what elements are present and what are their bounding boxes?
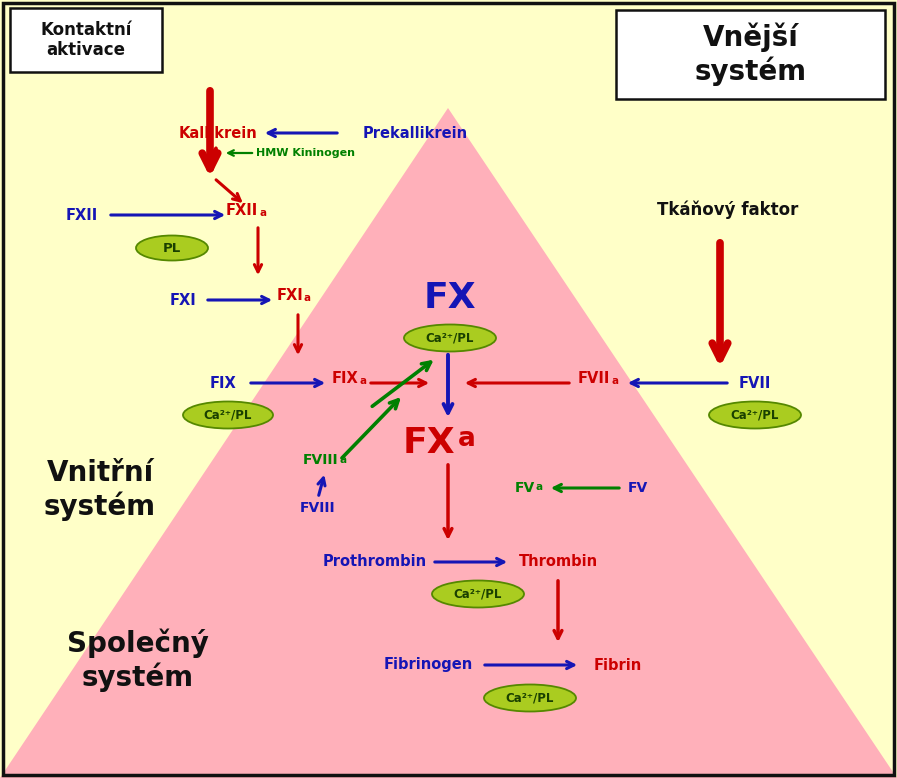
Text: FVIII: FVIII	[302, 453, 338, 467]
Text: a: a	[611, 376, 618, 386]
Text: Thrombin: Thrombin	[518, 555, 597, 569]
Text: a: a	[259, 208, 266, 218]
Text: Ca²⁺/PL: Ca²⁺/PL	[426, 331, 475, 345]
Text: Ca²⁺/PL: Ca²⁺/PL	[204, 408, 252, 422]
Text: Ca²⁺/PL: Ca²⁺/PL	[506, 692, 554, 705]
Text: FXI: FXI	[170, 293, 196, 307]
Text: Fibrin: Fibrin	[594, 657, 642, 672]
Text: FX: FX	[423, 281, 476, 315]
Text: FV: FV	[515, 481, 535, 495]
Text: FXI: FXI	[276, 288, 303, 303]
Text: Prothrombin: Prothrombin	[323, 555, 427, 569]
Text: a: a	[536, 482, 543, 492]
Text: Kontaktní
aktivace: Kontaktní aktivace	[40, 20, 132, 59]
Text: Společný
systém: Společný systém	[67, 628, 209, 692]
Text: Fibrinogen: Fibrinogen	[383, 657, 473, 672]
Text: HMW Kininogen: HMW Kininogen	[256, 148, 354, 158]
Text: Vnější
systém: Vnější systém	[694, 23, 806, 86]
FancyBboxPatch shape	[616, 10, 885, 99]
Ellipse shape	[709, 401, 801, 429]
Text: FIX: FIX	[331, 370, 358, 386]
Text: FVII: FVII	[739, 376, 771, 391]
Ellipse shape	[484, 685, 576, 712]
Text: Vnitřní
systém: Vnitřní systém	[44, 459, 156, 521]
Text: Tkáňový faktor: Tkáňový faktor	[658, 201, 798, 219]
Text: Ca²⁺/PL: Ca²⁺/PL	[731, 408, 779, 422]
Text: Prekallikrein: Prekallikrein	[362, 125, 467, 141]
Text: a: a	[359, 376, 366, 386]
Text: a: a	[304, 293, 311, 303]
Text: FVII: FVII	[578, 370, 610, 386]
Text: FIX: FIX	[210, 376, 237, 391]
Text: FV: FV	[628, 481, 649, 495]
FancyBboxPatch shape	[10, 8, 162, 72]
Text: a: a	[339, 455, 346, 465]
Text: FXII: FXII	[226, 202, 258, 218]
Text: FVIII: FVIII	[300, 501, 335, 515]
Text: a: a	[458, 426, 476, 452]
Text: FX: FX	[403, 426, 455, 460]
Text: FXII: FXII	[65, 208, 98, 223]
Ellipse shape	[404, 324, 496, 352]
Ellipse shape	[183, 401, 273, 429]
Ellipse shape	[136, 236, 208, 261]
Ellipse shape	[432, 580, 524, 608]
Text: Ca²⁺/PL: Ca²⁺/PL	[454, 587, 502, 601]
Text: Kallikrein: Kallikrein	[179, 125, 257, 141]
Polygon shape	[0, 108, 897, 778]
Text: PL: PL	[163, 241, 181, 254]
